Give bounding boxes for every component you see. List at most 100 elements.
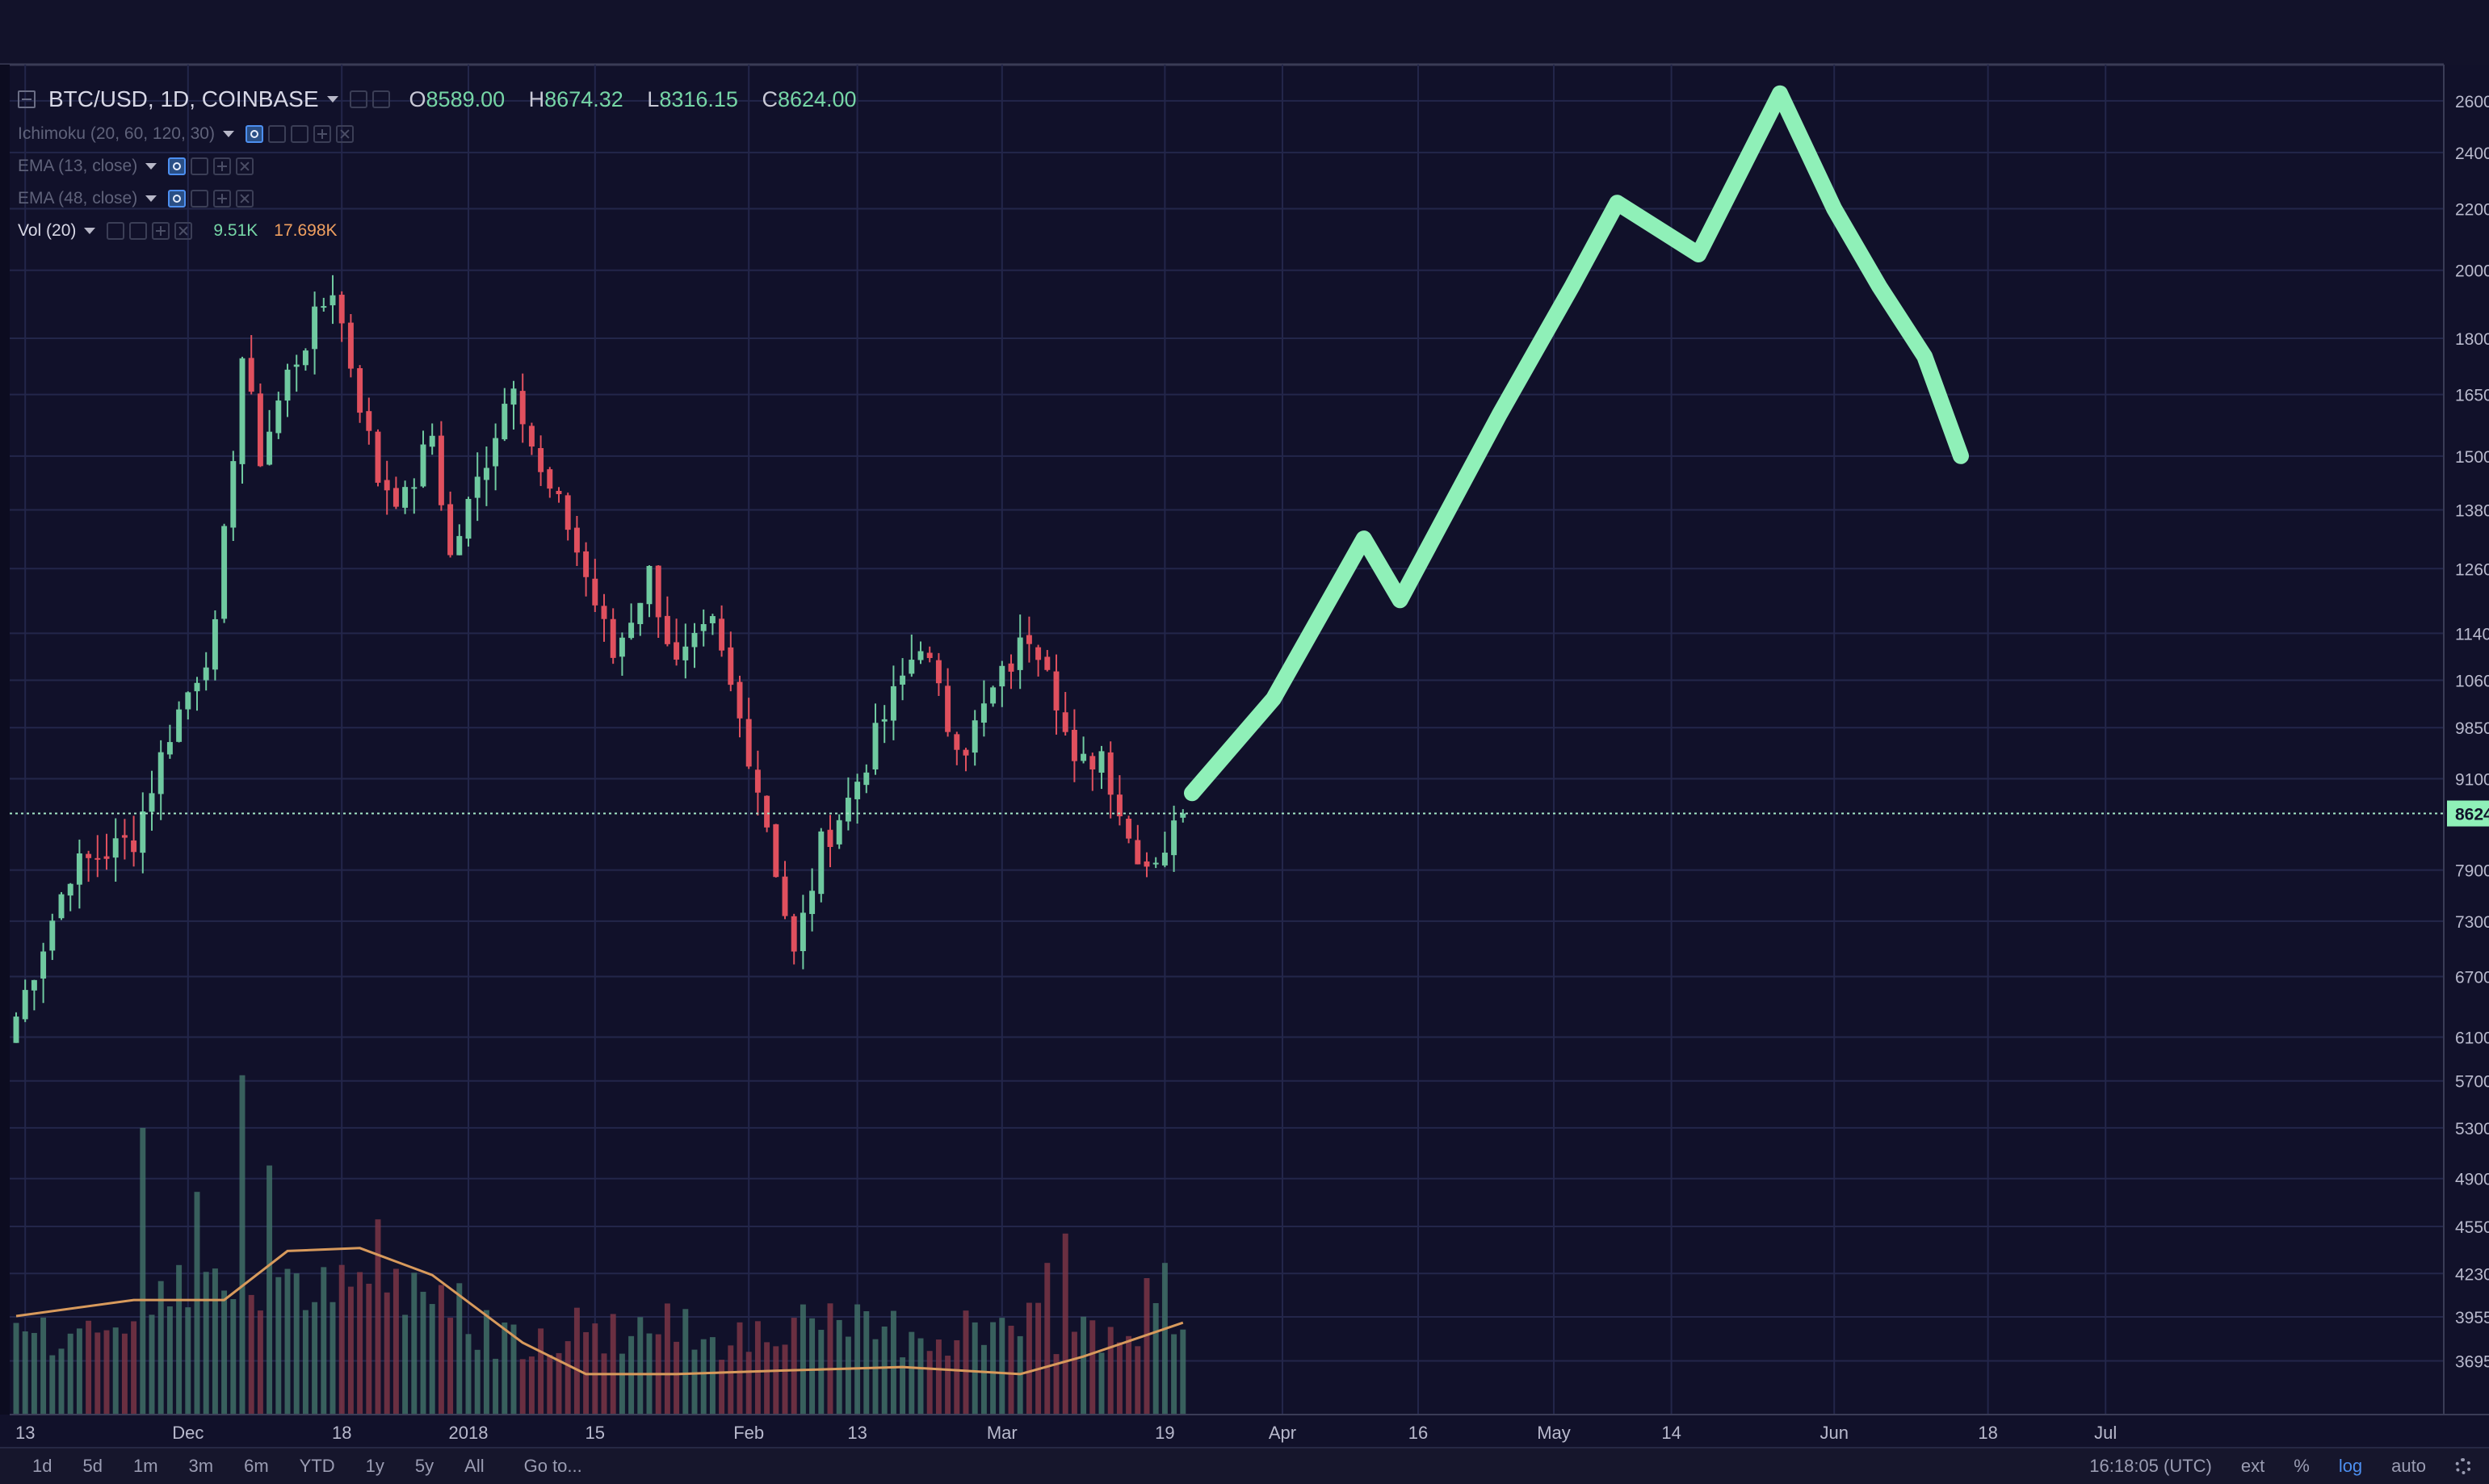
log-toggle[interactable]: log — [2338, 1456, 2363, 1476]
volume-bar — [818, 1330, 825, 1415]
symbol-title[interactable]: BTC/USD, 1D, COINBASE — [48, 86, 319, 111]
plus-icon[interactable] — [213, 190, 232, 208]
volume-bar — [329, 1302, 336, 1415]
chevron-down-icon[interactable] — [326, 96, 338, 103]
volume-bar — [58, 1348, 65, 1415]
close-icon[interactable] — [335, 125, 354, 143]
x-tick-label: 19 — [1155, 1423, 1174, 1443]
eye-icon[interactable] — [245, 125, 263, 143]
candle-body — [203, 667, 209, 681]
volume-bar — [664, 1303, 670, 1415]
gear-icon[interactable] — [2455, 1458, 2471, 1474]
chevron-down-icon[interactable] — [145, 163, 157, 170]
volume-bar — [917, 1338, 924, 1415]
x-tick-label: 18 — [332, 1423, 351, 1443]
candle-body — [881, 719, 888, 722]
volume-bar — [275, 1276, 282, 1415]
volume-bar — [601, 1353, 607, 1415]
settings-icon[interactable] — [129, 222, 148, 240]
indicator-ichimoku[interactable]: Ichimoku (20, 60, 120, 30) — [18, 118, 875, 150]
candle-body — [149, 793, 155, 812]
candle-body — [1126, 819, 1132, 839]
indicator-volume[interactable]: Vol (20) 9.51K 17.698K — [18, 221, 338, 240]
candle-body — [1152, 862, 1159, 865]
settings-icon[interactable] — [191, 190, 209, 208]
candle-body — [366, 411, 372, 431]
volume-bar — [1044, 1263, 1051, 1415]
candle-body — [565, 495, 571, 530]
y-tick-label: 9100.00 — [2455, 771, 2489, 790]
range-6m-button[interactable]: 6m — [244, 1456, 269, 1476]
candle-body — [510, 388, 517, 405]
settings-icon[interactable] — [371, 90, 390, 108]
settings-icon[interactable] — [191, 157, 209, 175]
hide-icon[interactable] — [349, 90, 367, 108]
close-icon[interactable] — [236, 157, 254, 175]
volume-bar — [881, 1326, 888, 1415]
volume-bar — [764, 1342, 770, 1415]
settings-icon[interactable] — [267, 125, 286, 143]
candle-body — [619, 637, 625, 657]
chevron-down-icon[interactable] — [84, 228, 96, 234]
y-tick-label: 4900.00 — [2455, 1171, 2489, 1189]
candle-body — [185, 692, 191, 710]
close-icon[interactable] — [236, 190, 254, 208]
range-1y-button[interactable]: 1y — [365, 1456, 384, 1476]
range-ytd-button[interactable]: YTD — [299, 1456, 335, 1476]
source-icon[interactable] — [290, 125, 309, 143]
volume-bar — [1062, 1233, 1068, 1415]
chevron-down-icon[interactable] — [222, 131, 234, 137]
candle-body — [86, 853, 92, 858]
candle-body — [94, 857, 101, 860]
range-1m-button[interactable]: 1m — [132, 1456, 158, 1476]
range-5d-button[interactable]: 5d — [82, 1456, 103, 1476]
candle-body — [275, 400, 282, 434]
range-5y-button[interactable]: 5y — [414, 1456, 434, 1476]
range-all-button[interactable]: All — [464, 1456, 485, 1476]
candle-body — [67, 883, 73, 896]
range-1d-button[interactable]: 1d — [32, 1456, 52, 1476]
volume-bar — [782, 1344, 788, 1415]
volume-bar — [103, 1330, 110, 1415]
eye-icon[interactable] — [168, 157, 187, 175]
hide-icon[interactable] — [107, 222, 125, 240]
close-icon[interactable] — [174, 222, 193, 240]
candle-body — [935, 660, 942, 684]
percent-toggle[interactable]: % — [2294, 1456, 2310, 1476]
volume-bar — [709, 1337, 716, 1415]
candle-body — [547, 469, 553, 489]
volume-bar — [248, 1294, 254, 1415]
collapse-legend-icon[interactable] — [18, 90, 36, 108]
plus-icon[interactable] — [152, 222, 170, 240]
indicator-ema-13[interactable]: EMA (13, close) — [18, 150, 875, 182]
volume-bar — [483, 1310, 489, 1415]
y-tick-label: 22000.00 — [2455, 200, 2489, 219]
chevron-down-icon[interactable] — [145, 195, 157, 202]
candle-body — [58, 894, 65, 919]
candle-body — [863, 772, 870, 786]
candle-body — [157, 752, 164, 794]
plus-icon[interactable] — [313, 125, 331, 143]
chart-legend: BTC/USD, 1D, COINBASE O8589.00 H8674.32 … — [18, 81, 875, 247]
volume-bar — [1116, 1342, 1123, 1415]
candle-body — [519, 391, 526, 425]
indicator-ema-48[interactable]: EMA (48, close) — [18, 182, 875, 215]
plus-icon[interactable] — [213, 157, 232, 175]
volume-bar — [302, 1310, 309, 1415]
candle-body — [827, 829, 833, 847]
candle-body — [31, 979, 37, 991]
volume-bar — [31, 1332, 37, 1415]
last-price-badge — [2447, 800, 2489, 827]
right-toolbar: 16:18:05 (UTC) ext % log auto — [2060, 1448, 2471, 1484]
auto-toggle[interactable]: auto — [2391, 1456, 2426, 1476]
goto-button[interactable]: Go to... — [523, 1456, 582, 1476]
range-3m-button[interactable]: 3m — [188, 1456, 214, 1476]
candle-body — [284, 369, 291, 401]
candle-body — [528, 425, 535, 447]
ext-toggle[interactable]: ext — [2240, 1456, 2265, 1476]
eye-icon[interactable] — [168, 190, 187, 208]
volume-bar — [438, 1285, 444, 1415]
candle-body — [674, 642, 680, 660]
volume-bar — [926, 1351, 933, 1415]
